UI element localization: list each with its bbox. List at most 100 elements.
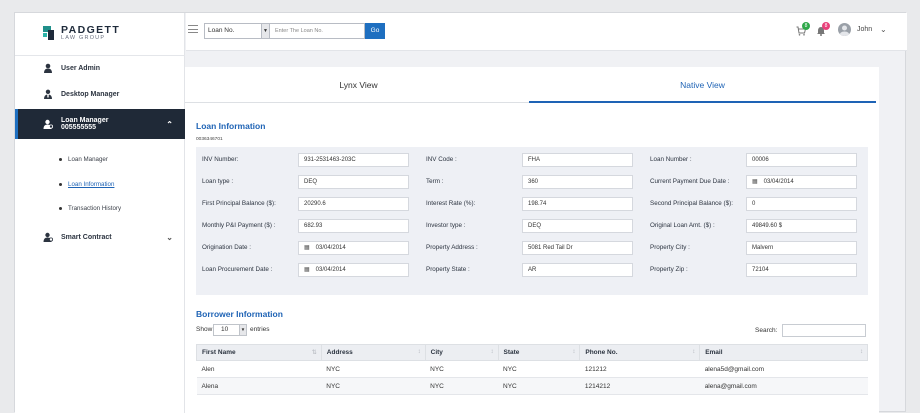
field-value-text: 931-2531463-203C (304, 157, 356, 163)
field-value[interactable]: 72104 (746, 263, 857, 277)
field-value[interactable]: FHA (522, 153, 633, 167)
calendar-icon[interactable]: ▦ (752, 179, 758, 185)
column-header[interactable]: City ↕ (424, 344, 499, 361)
main-card: Lynx View Native View Loan Information 0… (185, 67, 879, 413)
search-label: Search: (755, 327, 778, 334)
tab-lynx-view[interactable]: Lynx View (185, 67, 532, 103)
field-value-text: 49849.60 $ (752, 223, 783, 229)
field-value[interactable]: DEQ (298, 175, 409, 189)
field-label: Investor type : (426, 222, 466, 229)
subnav-label: Loan Information (68, 181, 115, 188)
divider (15, 55, 185, 56)
field-value[interactable]: 49849.60 $ (746, 219, 857, 233)
borrower-information-title: Borrower Information (196, 309, 283, 319)
field-label: Original Loan Amt. ($) : (650, 222, 715, 229)
calendar-icon[interactable]: ▦ (304, 267, 310, 273)
field-value[interactable]: 682.93 (298, 219, 409, 233)
loan-manager-id: 005555555 (61, 124, 97, 131)
column-header[interactable]: Email ↕ (699, 344, 868, 361)
logo: PADGETT LAW GROUP (43, 23, 120, 43)
field-label: Interest Rate (%): (426, 200, 476, 207)
contract-user-icon (43, 232, 54, 242)
cart-icon[interactable]: 8 (796, 22, 810, 36)
field-value-text: 03/04/2014 (315, 245, 346, 251)
page-size-select[interactable]: 10 ▼ (213, 324, 247, 336)
app-frame: PADGETT LAW GROUP User Admin Desktop Man… (14, 12, 907, 413)
field-label: Property Address : (426, 244, 478, 251)
field-value[interactable]: 360 (522, 175, 633, 189)
sort-icon[interactable]: ↕ (692, 349, 696, 355)
tab-native-view[interactable]: Native View (529, 67, 876, 103)
field-label: Property State : (426, 266, 470, 273)
table-cell: 121212 (579, 360, 700, 378)
subnav-transaction-history[interactable]: Transaction History (59, 205, 121, 212)
sidebar-item-smart-contract[interactable]: Smart Contract ⌄ (15, 226, 185, 248)
loan-id: 0036346701 (196, 137, 223, 142)
dropdown-arrow-icon: ▼ (261, 24, 269, 38)
field-label: Loan Procurement Date : (202, 266, 273, 273)
search-input[interactable] (782, 324, 866, 337)
field-value[interactable]: 0 (746, 197, 857, 211)
field-label: Current Payment Due Date : (650, 178, 730, 185)
sidebar-item-label: Loan Manager (61, 117, 109, 124)
field-value[interactable]: 198.74 (522, 197, 633, 211)
manager-icon (43, 89, 53, 99)
sidebar-item-desktop-manager[interactable]: Desktop Manager (15, 83, 185, 105)
loan-user-icon (43, 119, 54, 129)
cart-badge: 8 (802, 22, 810, 30)
table-cell: alena@gmail.com (699, 377, 868, 395)
bell-icon[interactable]: 8 (816, 22, 830, 36)
field-value[interactable]: ▦ 03/04/2014 (298, 241, 409, 255)
column-header[interactable]: Phone No. ↕ (579, 344, 701, 361)
table-row[interactable]: Alen NYC NYC NYC 121212 alena5d@gmail.com (196, 360, 868, 378)
column-header[interactable]: First Name ⇅ (196, 344, 322, 361)
sidebar-item-user-admin[interactable]: User Admin (15, 57, 185, 79)
field-value-text: 00006 (752, 157, 769, 163)
field-value[interactable]: DEQ (522, 219, 633, 233)
table-cell: NYC (321, 360, 426, 378)
loan-info-panel: INV Number: 931-2531463-203C INV Code : FHA… (196, 147, 868, 295)
field-value[interactable]: 00006 (746, 153, 857, 167)
sort-icon[interactable]: ↕ (417, 349, 421, 355)
field-value[interactable]: AR (522, 263, 633, 277)
calendar-icon[interactable]: ▦ (304, 245, 310, 251)
sort-icon[interactable]: ↕ (572, 349, 576, 355)
column-header-label: Address (326, 349, 353, 356)
column-header[interactable]: Address ↕ (320, 344, 426, 361)
column-header-label: First Name (202, 349, 236, 356)
field-value[interactable]: Malvern (746, 241, 857, 255)
loan-number-input[interactable]: Enter The Loan No. (270, 23, 365, 39)
user-name[interactable]: John (857, 26, 873, 33)
sort-icon[interactable]: ↕ (490, 349, 494, 355)
bullet-icon (59, 183, 62, 186)
field-value-text: DEQ (528, 223, 542, 229)
chevron-down-icon[interactable]: ⌄ (880, 25, 887, 34)
sidebar-item-label: Smart Contract (61, 233, 112, 241)
field-value[interactable]: ▦ 03/04/2014 (298, 263, 409, 277)
field-value[interactable]: 5081 Red Tail Dr (522, 241, 633, 255)
table-row[interactable]: Alena NYC NYC NYC 1214212 alena@gmail.com (196, 377, 868, 395)
field-label: Loan type : (202, 178, 234, 185)
sort-icon[interactable]: ⇅ (311, 350, 317, 356)
subnav-loan-manager[interactable]: Loan Manager (59, 156, 108, 163)
field-value[interactable]: 931-2531463-203C (298, 153, 409, 167)
field-value-text: Malvern (752, 245, 774, 251)
chevron-down-icon: ⌄ (166, 232, 173, 242)
avatar[interactable] (838, 23, 851, 36)
column-header[interactable]: State ↕ (497, 344, 581, 361)
search-type-select[interactable]: Loan No. ▼ (204, 23, 270, 39)
field-value-text: 03/04/2014 (315, 267, 346, 273)
sort-icon[interactable]: ↕ (860, 349, 863, 355)
table-cell: alena5d@gmail.com (699, 360, 868, 378)
field-value-text: 20290.6 (304, 201, 326, 207)
table-cell: 1214212 (579, 377, 700, 395)
hamburger-menu-icon[interactable] (188, 25, 198, 36)
field-label: Property Zip : (650, 266, 688, 273)
field-label: First Principal Balance ($): (202, 200, 276, 207)
sidebar-item-loan-manager[interactable]: Loan Manager 005555555 ⌃ (15, 109, 185, 139)
subnav-loan-information[interactable]: Loan Information (59, 181, 114, 188)
field-value[interactable]: 20290.6 (298, 197, 409, 211)
field-value[interactable]: ▦ 03/04/2014 (746, 175, 857, 189)
go-button[interactable]: Go (365, 23, 385, 39)
table-cell: Alen (196, 360, 322, 378)
